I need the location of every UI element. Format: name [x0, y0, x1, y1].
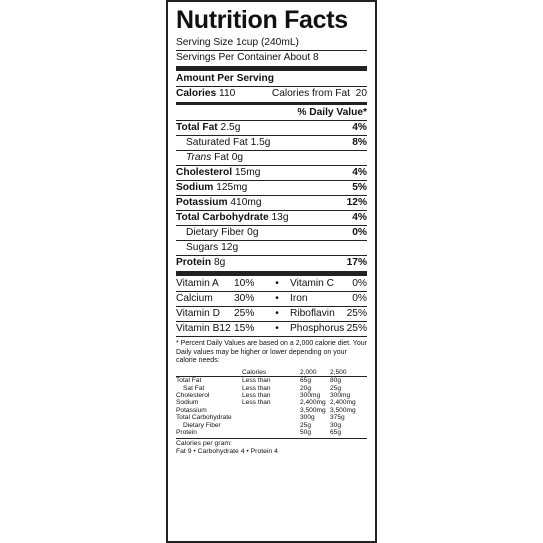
daily-values-table: Calories 2,000 2,500 Total Fat Less than 6…	[176, 369, 367, 437]
nutrient-row-dietary-fiber: Dietary Fiber 0g 0%	[176, 225, 367, 240]
thick-rule	[176, 66, 367, 71]
daily-values-row: Total Fat Less than 65g 80g	[176, 377, 342, 385]
daily-values-row: Dietary Fiber 25g 30g	[183, 421, 342, 429]
nutrition-facts-label: Nutrition Facts Serving Size 1cup (240mL…	[166, 0, 377, 543]
serving-size: Serving Size 1cup (240mL)	[176, 37, 299, 48]
daily-values-row: Sat Fat Less than 20g 25g	[183, 384, 342, 392]
nutrient-row-sodium: Sodium 125mg 5%	[176, 180, 367, 193]
nutrient-row-cholesterol: Cholesterol 15mg 4%	[176, 165, 367, 178]
medium-rule	[176, 102, 367, 105]
nutrient-row-potassium: Potassium 410mg 12%	[176, 195, 367, 208]
label-title: Nutrition Facts	[176, 6, 348, 34]
vitamin-row: Vitamin B12 15% • Phosphorus 25%	[176, 321, 367, 334]
daily-values-row: Protein 50g 65g	[176, 429, 342, 437]
daily-values-row: Potassium 3,500mg 3,500mg	[176, 406, 356, 414]
divider	[176, 336, 367, 337]
nutrient-row-total-carbohydrate: Total Carbohydrate 13g 4%	[176, 210, 367, 223]
nutrient-row-protein: Protein 8g 17%	[176, 255, 367, 268]
servings-per-container: Servings Per Container About 8	[176, 50, 367, 65]
nutrient-row-sugars: Sugars 12g	[176, 240, 367, 255]
vitamin-row: Calcium 30% • Iron 0%	[176, 291, 367, 304]
calories-row: Calories 110 Calories from Fat 20	[176, 86, 367, 99]
amount-per-serving: Amount Per Serving	[176, 73, 274, 84]
nutrient-row-saturated-fat: Saturated Fat 1.5g 8%	[176, 135, 367, 150]
vitamin-row: Vitamin A 10% • Vitamin C 0%	[176, 278, 367, 289]
vitamin-row: Vitamin D 25% • Riboflavin 25%	[176, 306, 367, 319]
nutrient-row-trans-fat: Trans Fat 0g	[176, 150, 367, 165]
thick-rule	[176, 271, 367, 276]
daily-values-header: Calories 2,000 2,500	[176, 369, 367, 377]
footnote: * Percent Daily Values are based on a 2,…	[176, 340, 367, 365]
daily-values-row: Cholesterol Less than 300mg 300mg	[176, 392, 351, 399]
daily-value-header: % Daily Value*	[297, 107, 367, 118]
daily-values-row: Sodium Less than 2,400mg 2,400mg	[176, 399, 356, 407]
nutrient-row-total-fat: Total Fat 2.5g 4%	[176, 120, 367, 133]
calories-per-gram: Calories per gram: Fat 9 • Carbohydrate …	[176, 438, 367, 456]
daily-values-row: Total Carbohydrate 300g 375g	[176, 414, 345, 422]
